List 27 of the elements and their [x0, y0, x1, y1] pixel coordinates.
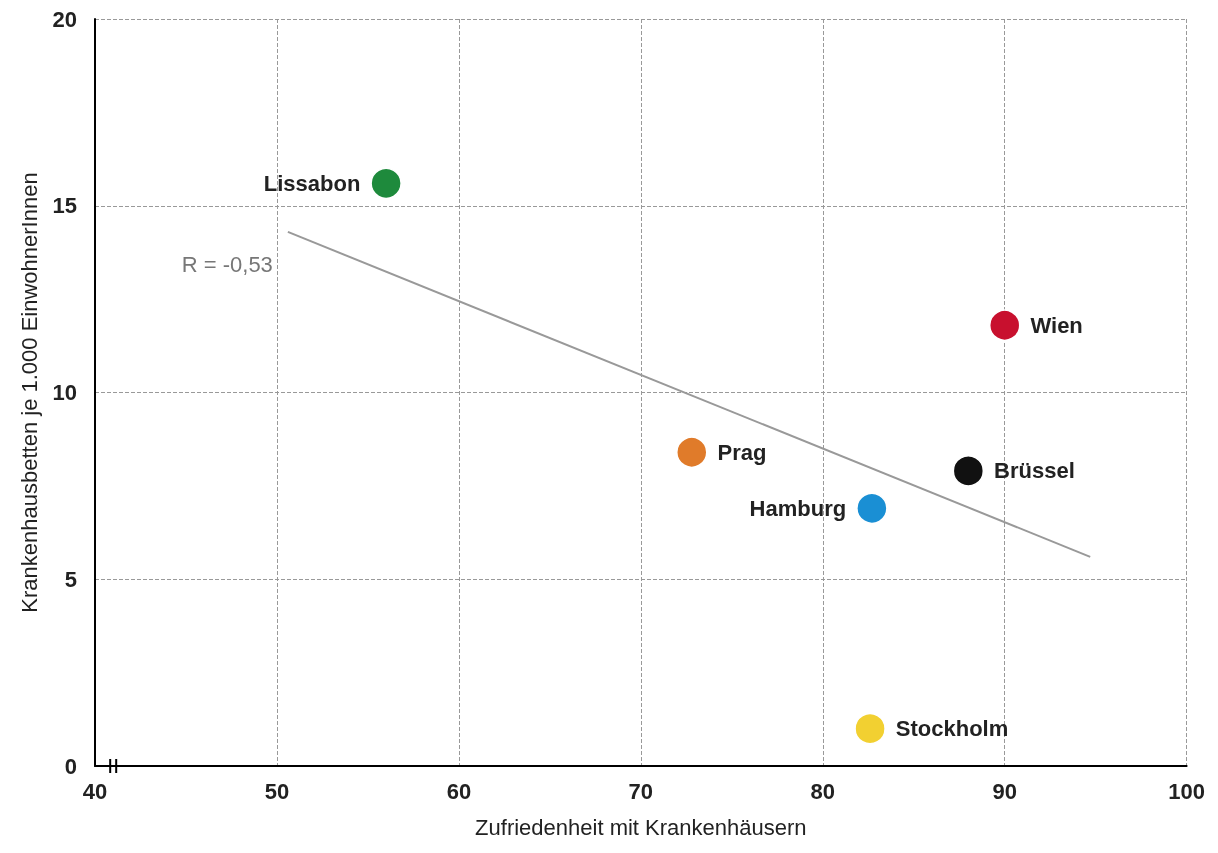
x-tick-label: 60	[446, 778, 472, 804]
point	[370, 167, 402, 200]
point	[856, 492, 888, 525]
x-tick-label: 80	[810, 778, 836, 804]
series-label: Prag	[717, 439, 767, 465]
series-label: Stockholm	[895, 716, 1009, 742]
series-label: Hamburg	[749, 495, 847, 521]
point	[676, 436, 708, 468]
y-tick-label: 10	[52, 380, 77, 405]
series-label: Wien	[1030, 312, 1083, 338]
point	[988, 309, 1021, 342]
x-tick-label: 90	[992, 778, 1017, 804]
series-label: Brüssel	[994, 458, 1075, 484]
y-tick-label: 0	[64, 753, 77, 779]
series-label: Lissabon	[263, 170, 361, 196]
annotation: R = -0,53	[181, 252, 273, 278]
point	[854, 712, 886, 745]
x-tick-label: 50	[264, 778, 290, 804]
y-tick-label: 5	[64, 566, 77, 592]
x-tick-label: 100	[1168, 778, 1206, 804]
point	[952, 455, 985, 487]
y-axis-title: Krankenhausbetten je 1.000 EinwohnerInnen	[16, 172, 42, 613]
y-tick-label: 20	[52, 6, 77, 32]
y-tick-label: 15	[52, 193, 77, 219]
x-tick-label: 70	[628, 778, 654, 804]
x-tick-label: 40	[82, 778, 108, 804]
x-axis-title: Zufriedenheit mit Krankenhäusern	[475, 814, 807, 840]
